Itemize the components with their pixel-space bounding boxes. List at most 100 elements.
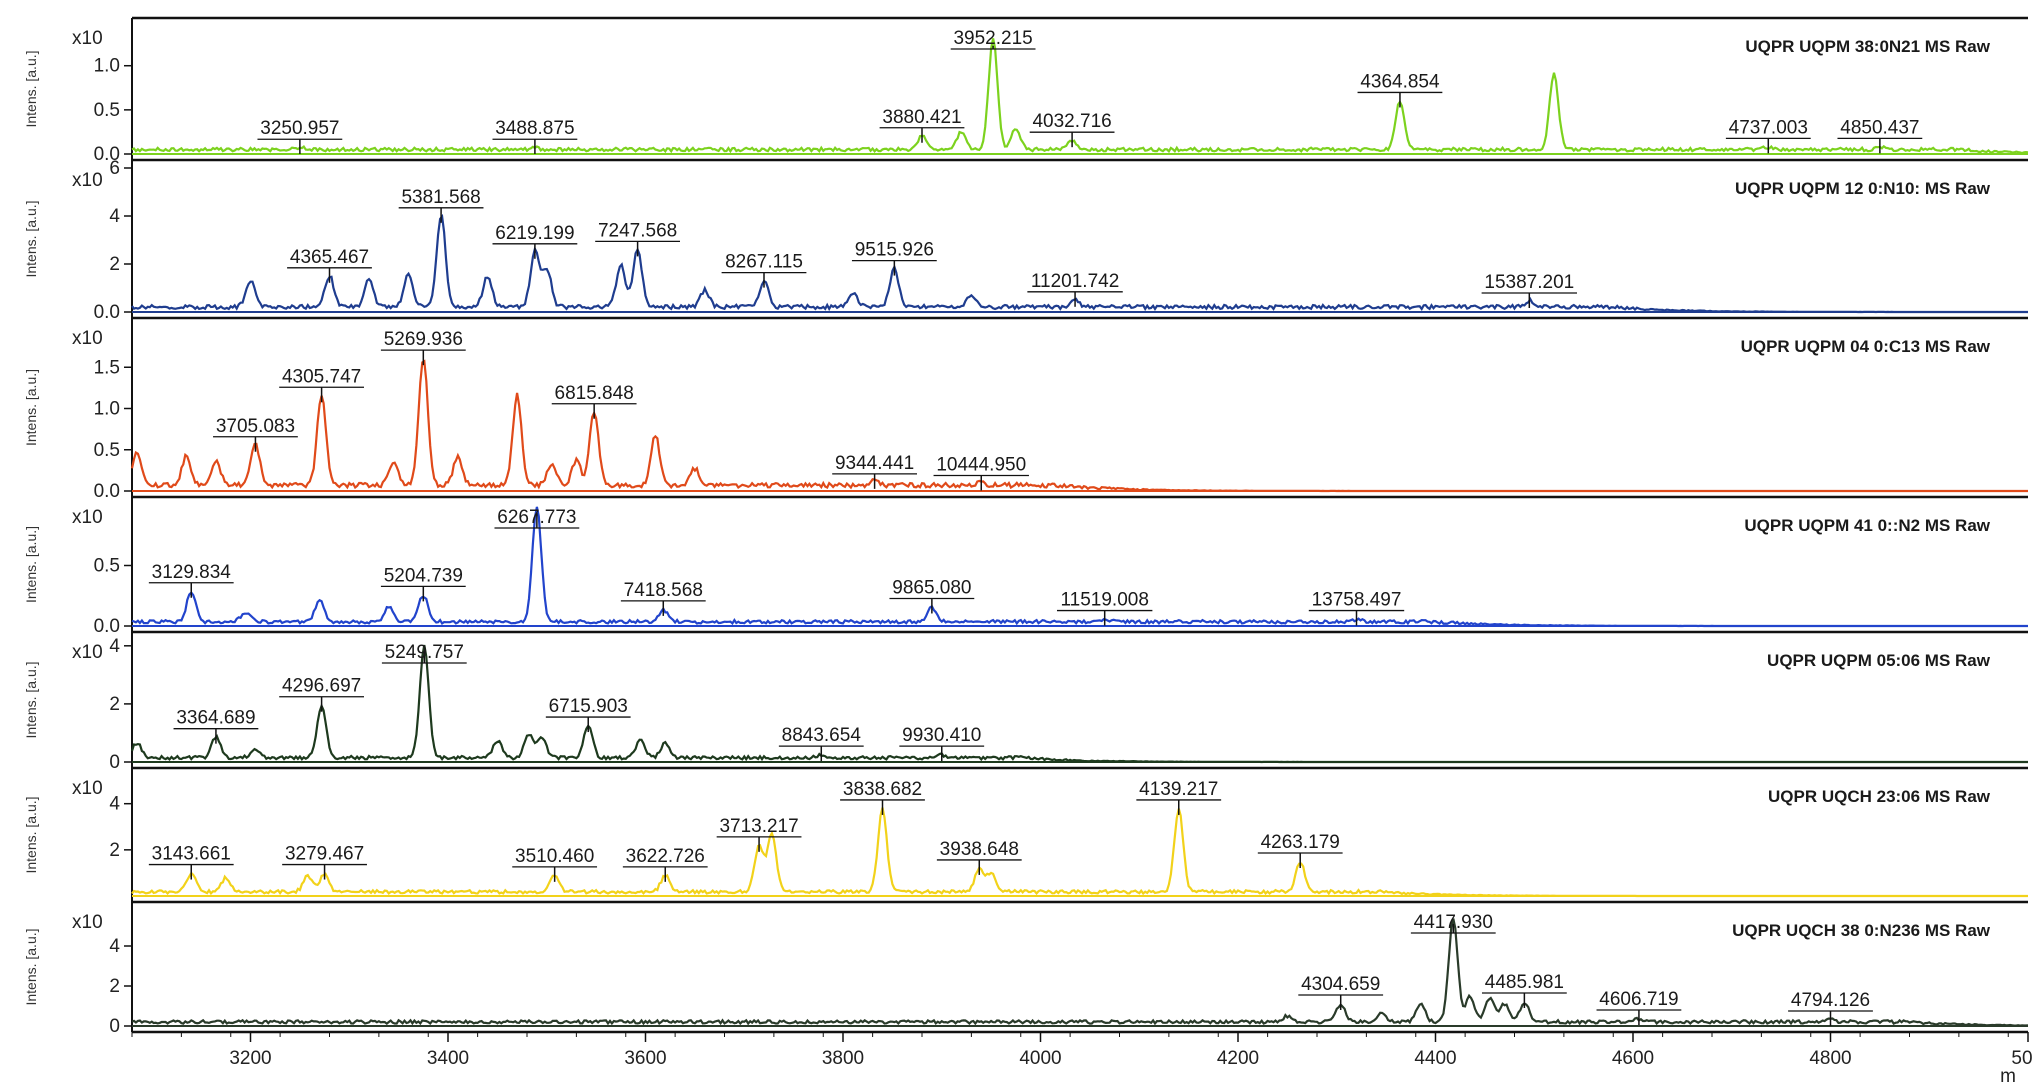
x-tick-label: 4000 — [1019, 1048, 1061, 1069]
y-tick-label: 4 — [109, 936, 120, 957]
spectrum-title: UQPR UQCH 23:06 MS Raw — [1768, 787, 1991, 806]
y-axis-label: Intens. [a.u.] — [23, 796, 39, 873]
spectrum-title: UQPR UQPM 38:0N21 MS Raw — [1745, 37, 1990, 56]
y-tick-label: 1.5 — [94, 357, 120, 378]
y-tick-label: 0.0 — [94, 616, 120, 637]
peak-label: 6219.199 — [495, 223, 574, 244]
y-tick-label: 2 — [109, 840, 120, 861]
y-tick-label: 0.5 — [94, 556, 120, 577]
y-axis-label: Intens. [a.u.] — [23, 661, 39, 738]
spectrum-title: UQPR UQPM 41 0::N2 MS Raw — [1744, 516, 1990, 535]
peak-label: 11519.008 — [1060, 590, 1148, 611]
peak-label: 3952.215 — [953, 28, 1032, 49]
y-tick-label: 0 — [109, 1016, 120, 1037]
y-tick-label: 4 — [109, 794, 120, 815]
y-tick-label: 0 — [109, 752, 120, 773]
peak-label: 3838.682 — [843, 779, 922, 800]
peak-label: 3713.217 — [719, 816, 798, 837]
peak-label: 13758.497 — [1312, 590, 1402, 611]
peak-label: 4794.126 — [1791, 990, 1870, 1011]
peak-label: 3129.834 — [152, 562, 232, 583]
peak-label: 4304.659 — [1301, 974, 1380, 995]
y-axis-label: Intens. [a.u.] — [23, 526, 39, 603]
spectrum-panel: Intens. [a.u.] x10 0 2 4 3364.689 4296.697 5249… — [23, 630, 2028, 773]
y-axis-label: Intens. [a.u.] — [23, 928, 39, 1005]
peak-label: 6715.903 — [549, 696, 628, 717]
x-tick-label: 3200 — [229, 1048, 271, 1069]
peak-label: 5381.568 — [401, 187, 480, 208]
spectrum-trace — [131, 506, 2028, 628]
spectrum-trace — [131, 918, 2029, 1027]
peak-label: 3250.957 — [260, 118, 339, 139]
y-tick-label: 0.0 — [94, 302, 120, 323]
y-tick-label: 0.5 — [94, 100, 120, 121]
peak-label: 9515.926 — [855, 240, 934, 261]
peak-label: 9865.080 — [892, 577, 971, 598]
peak-label: 7418.568 — [624, 580, 703, 601]
peak-label: 5249.757 — [385, 642, 464, 663]
spectrum-title: UQPR UQPM 05:06 MS Raw — [1767, 651, 1991, 670]
x-tick-label: 4400 — [1414, 1048, 1456, 1069]
spectrum-panel: Intens. [a.u.] x10 0 2 4 4304.659 4417.930 4485… — [23, 900, 2029, 1037]
y-exponent-label: x10 — [72, 28, 103, 49]
spectrum-title: UQPR UQPM 04 0:C13 MS Raw — [1741, 337, 1991, 356]
peak-label: 4417.930 — [1414, 912, 1493, 933]
spectrum-panel: Intens. [a.u.] x10 0.0 2 4 6 4365.467 5381.568 6… — [23, 158, 2028, 323]
y-tick-label: 2 — [109, 976, 120, 997]
x-tick-label: 3600 — [624, 1048, 666, 1069]
peak-label: 11201.742 — [1031, 271, 1119, 292]
peak-label: 4032.716 — [1032, 111, 1111, 132]
spectrum-trace — [131, 38, 2029, 155]
y-exponent-label: x10 — [72, 507, 103, 528]
y-exponent-label: x10 — [72, 778, 103, 799]
peak-label: 4305.747 — [282, 366, 361, 387]
peak-label: 5269.936 — [384, 329, 463, 350]
peak-label: 6267.773 — [497, 507, 576, 528]
peak-label: 4139.217 — [1139, 779, 1218, 800]
y-tick-label: 2 — [109, 694, 120, 715]
peak-label: 6815.848 — [555, 383, 634, 404]
spectrum-trace — [130, 644, 2028, 764]
peak-label: 3705.083 — [216, 416, 295, 437]
peak-label: 3364.689 — [176, 708, 255, 729]
y-tick-label: 2 — [109, 254, 120, 275]
peak-label: 3622.726 — [626, 846, 705, 867]
peak-label: 4263.179 — [1261, 832, 1340, 853]
spectrum-panel: Intens. [a.u.] x10 0.0 0.5 1.0 3250.957 3488.8… — [23, 16, 2029, 165]
peak-label: 4850.437 — [1840, 117, 1919, 138]
x-tick-label: 3400 — [427, 1048, 469, 1069]
spectrum-title: UQPR UQCH 38 0:N236 MS Raw — [1732, 921, 1991, 940]
y-tick-label: 0.0 — [94, 481, 120, 502]
y-exponent-label: x10 — [72, 912, 103, 933]
peak-label: 3510.460 — [515, 846, 594, 867]
peak-label: 4365.467 — [290, 247, 369, 268]
y-tick-label: 6 — [109, 158, 120, 179]
peak-label: 8843.654 — [782, 725, 862, 746]
y-tick-label: 1.0 — [94, 399, 120, 420]
peak-label: 3488.875 — [495, 118, 574, 139]
y-exponent-label: x10 — [72, 642, 103, 663]
spectrum-panel: Intens. [a.u.] x10 0.0 0.5 3129.834 5204.739 6… — [23, 495, 2028, 637]
x-tick-label: 4200 — [1217, 1048, 1259, 1069]
peak-label: 8267.115 — [725, 252, 803, 273]
y-axis-label: Intens. [a.u.] — [23, 369, 39, 446]
y-tick-label: 0.0 — [94, 144, 120, 165]
spectrum-panel: Intens. [a.u.] x10 0.0 0.5 1.0 1.5 3705.083 430… — [23, 316, 2028, 502]
peak-label: 4364.854 — [1360, 71, 1440, 92]
spectrum-title: UQPR UQPM 12 0:N10: MS Raw — [1735, 179, 1991, 198]
y-tick-label: 0.5 — [94, 440, 120, 461]
y-axis-label: Intens. [a.u.] — [23, 50, 39, 127]
x-unit-fragment: m — [2000, 1066, 2016, 1087]
y-axis-label: Intens. [a.u.] — [23, 200, 39, 277]
peak-label: 4737.003 — [1729, 117, 1808, 138]
peak-label: 4296.697 — [282, 676, 361, 697]
spectrum-trace — [131, 807, 2028, 898]
spectrum-trace — [131, 213, 2028, 314]
x-tick-label: 50 — [2011, 1048, 2032, 1069]
y-tick-label: 1.0 — [94, 56, 120, 77]
x-tick-label: 4600 — [1612, 1048, 1654, 1069]
spectrum-panel: Intens. [a.u.] x10 2 4 3143.661 3279.467 3510.… — [23, 766, 2028, 902]
x-axis: 3200 3400 3600 3800 4000 4200 4400 4600 4800 50m — [131, 1030, 2032, 1087]
peak-label: 4606.719 — [1599, 989, 1678, 1010]
